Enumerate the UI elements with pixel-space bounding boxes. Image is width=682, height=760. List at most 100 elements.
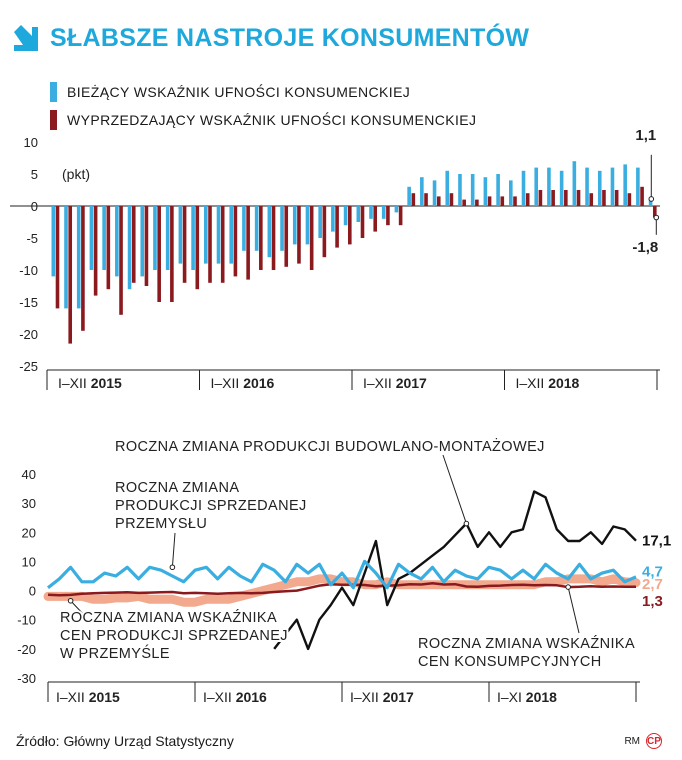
- y-tick-label: 0: [31, 199, 38, 214]
- bar-current: [254, 206, 259, 251]
- x-period-label: I–XII 2017: [363, 375, 427, 391]
- bar-leading: [68, 206, 73, 344]
- bar-leading: [144, 206, 149, 286]
- y-tick-label: -10: [19, 263, 38, 278]
- bar-leading: [424, 193, 428, 206]
- bar-leading: [551, 190, 555, 206]
- annotation-construction: ROCZNA ZMIANA PRODUKCJI BUDOWLANO-MONTAŻ…: [115, 437, 545, 455]
- bar-leading: [157, 206, 161, 302]
- bar-leading: [360, 206, 365, 238]
- y-tick-label: -5: [26, 231, 38, 246]
- bar-current: [165, 206, 170, 270]
- bar-current: [191, 206, 195, 270]
- bar-leading: [131, 206, 136, 283]
- bar-current: [585, 167, 589, 206]
- bar-current: [76, 206, 81, 309]
- bar-current: [229, 206, 234, 264]
- confidence-bar-chart: 10 5 0 -5 -10 -15 -20 -25 (pkt) 1,1 -1,8 I–XII 2015…: [10, 130, 660, 391]
- y-tick-label: 0: [29, 584, 36, 599]
- bar-leading: [398, 206, 403, 226]
- annotation-industry: ROCZNA ZMIANA: [115, 480, 239, 496]
- bar-current: [636, 167, 640, 206]
- bar-current: [394, 206, 399, 213]
- bar-current: [572, 161, 577, 206]
- bar-current: [496, 174, 500, 206]
- bar-leading: [640, 186, 644, 206]
- leader-industry-dot: [169, 564, 176, 571]
- series-line-industry: [47, 559, 637, 590]
- bar-leading: [564, 190, 568, 206]
- x-period-label: I–XII 2015: [56, 689, 120, 705]
- x-period-label: I–XII 2018: [516, 375, 580, 391]
- source-note: Źródło: Główny Urząd Statystyczny: [16, 733, 234, 749]
- leader-construction-dot: [463, 520, 470, 527]
- value-label-leading: -1,8: [632, 239, 658, 256]
- bar-current: [610, 167, 615, 206]
- annotation-cpi: CEN KONSUMPCYJNYCH: [418, 654, 602, 670]
- series-line-ppi: [43, 574, 641, 607]
- leader-ppi: [70, 600, 86, 617]
- bar-current: [432, 180, 437, 206]
- bar-current: [407, 186, 411, 206]
- bar-leading: [627, 193, 632, 206]
- bar-current: [305, 206, 310, 245]
- bar-current: [509, 180, 513, 206]
- bar-current: [521, 170, 526, 206]
- bar-current: [534, 167, 539, 206]
- bar-current: [483, 177, 488, 206]
- bar-leading: [513, 196, 517, 206]
- value-label-industry: 4,7: [642, 564, 663, 581]
- bar-current: [547, 167, 551, 206]
- annotation-ppi: ROCZNA ZMIANA WSKAŹNIKA: [60, 609, 277, 626]
- bar-leading: [195, 206, 200, 290]
- production-line-chart: 40 30 20 10 0 -10 -20 -30 17,1 4,72,71,3 ROCZNA ZM…: [17, 435, 671, 705]
- value-label-construction: 17,1: [642, 533, 671, 550]
- bar-leading: [322, 206, 327, 258]
- y-tick-label: 40: [22, 467, 36, 482]
- legend-leading: WYPRZEDZAJĄCY WSKAŹNIK UFNOŚCI KONSUMENC…: [50, 110, 476, 130]
- bar-current: [178, 206, 183, 264]
- bar-current: [381, 206, 386, 219]
- author-initials: RM: [624, 735, 640, 747]
- bar-leading: [449, 193, 454, 206]
- bar-leading: [373, 206, 378, 232]
- bar-current: [331, 206, 335, 232]
- legend-label-leading: WYPRZEDZAJĄCY WSKAŹNIK UFNOŚCI KONSUMENC…: [67, 112, 477, 128]
- bar-current: [623, 164, 627, 206]
- bar-current: [64, 206, 68, 309]
- annotation-ppi: W PRZEMYŚLE: [60, 644, 170, 662]
- annotation-ppi: CEN PRODUKCJI SPRZEDANEJ: [60, 628, 288, 644]
- leader-industry: [171, 532, 176, 568]
- bar-current: [115, 206, 119, 277]
- bar-current: [280, 206, 284, 251]
- bar-current: [204, 206, 208, 264]
- leader-construction: [442, 454, 467, 524]
- annotation-cpi: ROCZNA ZMIANA WSKAŹNIKA: [418, 635, 635, 652]
- leader-ppi-dot: [67, 597, 74, 604]
- y-tick-label: 30: [22, 496, 36, 511]
- bar-current: [458, 174, 462, 206]
- bar-current: [343, 206, 348, 226]
- marker-current: [648, 196, 655, 202]
- bar-leading: [487, 196, 492, 206]
- bar-current: [369, 206, 373, 219]
- y-tick-label: -20: [17, 642, 36, 657]
- bar-current: [127, 206, 132, 290]
- legend-swatch-current: [50, 82, 57, 102]
- bar-leading: [81, 206, 85, 331]
- y-tick-label: -25: [19, 359, 38, 374]
- bar-leading: [602, 190, 606, 206]
- value-label-cpi: 1,3: [642, 593, 663, 610]
- bar-leading: [271, 206, 276, 270]
- unit-label: (pkt): [62, 166, 90, 182]
- bar-leading: [208, 206, 212, 283]
- bar-leading: [259, 206, 263, 270]
- y-tick-label: 10: [22, 554, 36, 569]
- y-tick-label: -15: [19, 295, 38, 310]
- bar-current: [648, 198, 653, 206]
- bar-current: [470, 174, 475, 206]
- bar-leading: [347, 206, 352, 245]
- leader-cpi-dot: [565, 584, 571, 590]
- bar-current: [102, 206, 106, 270]
- bar-current: [89, 206, 94, 270]
